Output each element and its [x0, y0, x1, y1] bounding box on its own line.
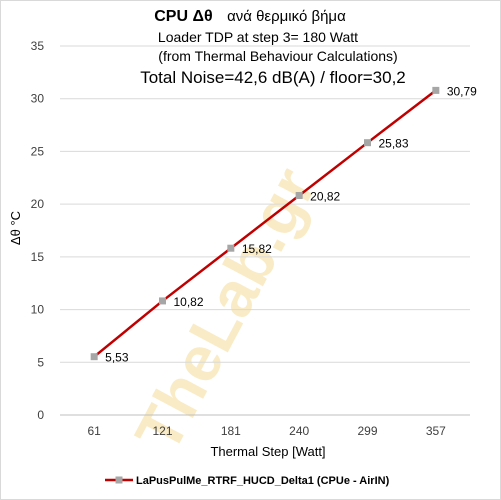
data-point	[90, 353, 98, 361]
data-point	[227, 244, 235, 252]
data-point	[159, 297, 166, 305]
legend: LaPusPulMe_RTRF_HUCD_Delta1 (CPUe - AirI…	[105, 475, 390, 487]
y-tick-label: 20	[31, 197, 45, 211]
data-point	[364, 139, 371, 147]
x-axis-label: Thermal Step [Watt]	[210, 444, 325, 459]
y-axis-label: Δθ °C	[8, 211, 23, 245]
chart-subtitle-1: Loader TDP at step 3= 180 Watt	[158, 29, 358, 45]
series-line	[93, 89, 437, 358]
chart-subtitle-2: (from Thermal Behaviour Calculations)	[158, 48, 397, 64]
x-tick-label: 299	[357, 424, 377, 438]
legend-marker	[115, 476, 123, 484]
series-layer	[90, 86, 440, 361]
y-tick-label: 5	[37, 355, 44, 369]
x-tick-labels: 61 121 181 240 299 357	[87, 424, 446, 438]
y-tick-label: 0	[37, 408, 44, 422]
y-tick-label: 30	[31, 92, 45, 106]
data-point	[295, 191, 303, 199]
chart-title-bold: CPU Δθ	[154, 8, 212, 25]
legend-label: LaPusPulMe_RTRF_HUCD_Delta1 (CPUe - AirI…	[136, 475, 390, 487]
x-tick-label: 181	[221, 424, 241, 438]
grid-lines	[60, 45, 470, 416]
x-tick-label: 121	[152, 424, 172, 438]
y-tick-label: 25	[31, 144, 45, 158]
data-label: 10,82	[174, 295, 204, 309]
data-point	[432, 86, 440, 94]
y-tick-label: 10	[31, 303, 45, 317]
x-tick-label: 357	[426, 424, 446, 438]
y-tick-label: 15	[31, 250, 45, 264]
y-tick-labels: 0 5 10 15 20 25 30 35	[31, 39, 45, 422]
chart-title-group: CPU Δθ ανά θερμικό βήμα Loader TDP at st…	[140, 8, 406, 87]
data-label: 20,82	[310, 189, 340, 203]
data-label: 5,53	[105, 351, 129, 365]
y-tick-label: 35	[31, 39, 45, 53]
chart-title-rest: ανά θερμικό βήμα	[227, 8, 346, 25]
data-label: 25,83	[379, 137, 409, 151]
data-label: 15,82	[242, 242, 272, 256]
chart-title: CPU Δθ ανά θερμικό βήμα	[154, 8, 346, 25]
x-tick-label: 61	[87, 424, 101, 438]
data-label: 30,79	[447, 84, 477, 98]
chart-noise-line: Total Noise=42,6 dB(A) / floor=30,2	[140, 68, 406, 87]
x-tick-label: 240	[289, 424, 309, 438]
data-label-layer: 5,53 10,82 15,82 20,82 25,83 30,79	[105, 84, 477, 364]
